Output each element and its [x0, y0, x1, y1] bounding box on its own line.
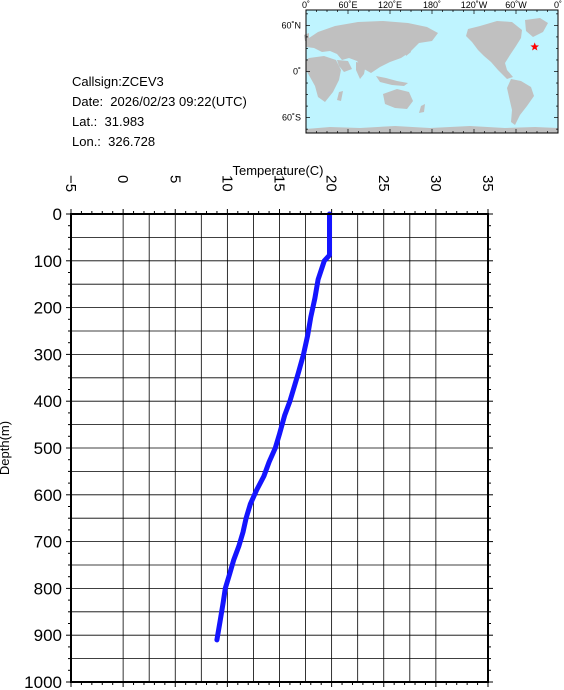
chart-grid [71, 214, 488, 682]
y-tick-label: 300 [34, 345, 62, 364]
y-tick-label: 1000 [24, 673, 62, 690]
x-tick-label: 0 [114, 175, 131, 183]
y-axis-label: Depth(m) [0, 421, 12, 475]
temperature-profile-line [214, 211, 332, 643]
land-new-zealand [419, 104, 425, 113]
land-eurasia [306, 21, 438, 73]
world-map: 0˚ 60˚E 120˚E 180˚ 120˚W 60˚W 0˚60˚N0˚60˚S [281, 0, 562, 134]
chart-frame [70, 213, 489, 683]
y-tick-label: 700 [34, 533, 62, 552]
x-tick-label: 30 [427, 175, 444, 192]
map-lon-label: 60˚W [505, 0, 527, 10]
land-madagascar [337, 91, 343, 101]
station-marker [530, 42, 539, 51]
land-india [356, 62, 366, 79]
y-tick-label: 800 [34, 579, 62, 598]
y-tick-label: 200 [34, 299, 62, 318]
y-tick-label: 400 [34, 392, 62, 411]
land-arabia [337, 60, 352, 72]
land-australia [383, 89, 413, 109]
y-tick-label: 100 [34, 252, 62, 271]
y-tick-label: 600 [34, 486, 62, 505]
y-tick-labels: 0 100 200 300 400 500 600 700 800 900 1000 [24, 205, 62, 690]
land-greenland [525, 18, 548, 37]
map-lon-label: 120˚W [461, 0, 488, 10]
x-tick-label: 25 [375, 175, 392, 192]
temperature-depth-chart: Temperature(C) Depth(m) −5 0 5 10 15 20 25 30 35… [0, 163, 496, 690]
map-lat-label: 60˚S [282, 113, 301, 123]
map-labels: 0˚ 60˚E 120˚E 180˚ 120˚W 60˚W 0˚60˚N0˚60˚S [281, 0, 562, 133]
x-tick-label: −5 [62, 175, 79, 192]
x-tick-labels: −5 0 5 10 15 20 25 30 35 [62, 175, 496, 192]
x-tick-label: 20 [323, 175, 340, 192]
land-south-america [507, 79, 534, 125]
x-tick-label: 5 [166, 175, 183, 183]
x-tick-label: 10 [218, 175, 235, 192]
land-japan [404, 44, 411, 56]
map-lon-label: 0˚ [302, 0, 310, 10]
x-axis-label: Temperature(C) [232, 163, 323, 178]
land-indonesia [376, 76, 408, 86]
map-lon-label: 0˚ [554, 0, 562, 10]
map-lat-label: 0˚ [293, 67, 301, 77]
land-africa [306, 56, 341, 102]
date-text: Date: 2026/02/23 09:22(UTC) [72, 94, 247, 109]
map-lon-label: 120˚E [378, 0, 402, 10]
x-tick-label: 35 [479, 175, 496, 192]
y-tick-label: 0 [53, 205, 62, 224]
star-icon [530, 42, 539, 51]
latitude-text: Lat.: 31.983 [72, 114, 145, 129]
callsign-text: Callsign:ZCEV3 [72, 74, 164, 89]
map-lat-label: 60˚N [281, 20, 301, 30]
map-lon-label: 60˚E [338, 0, 357, 10]
map-lon-label: 180˚ [423, 0, 441, 10]
y-tick-label: 900 [34, 626, 62, 645]
longitude-text: Lon.: 326.728 [72, 134, 156, 149]
x-tick-label: 15 [271, 175, 288, 192]
y-tick-label: 500 [34, 439, 62, 458]
land-north-america [466, 21, 522, 79]
